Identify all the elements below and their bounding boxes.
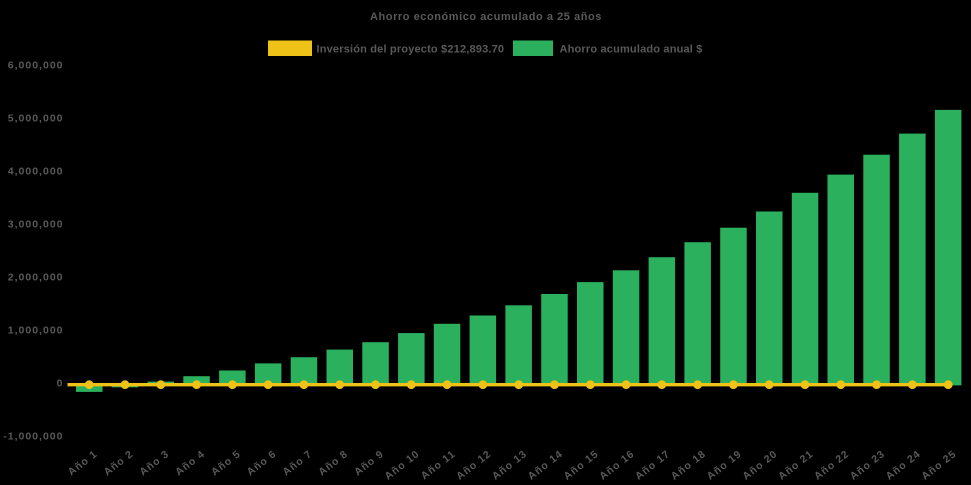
svg-text:4,000,000: 4,000,000 xyxy=(8,166,64,178)
svg-text:1,000,000: 1,000,000 xyxy=(8,325,64,337)
svg-text:-1,000,000: -1,000,000 xyxy=(3,431,63,443)
svg-text:5,000,000: 5,000,000 xyxy=(8,113,64,125)
svg-text:Ahorro acumulado anual $: Ahorro acumulado anual $ xyxy=(560,44,703,56)
svg-text:6,000,000: 6,000,000 xyxy=(8,60,64,72)
svg-text:2,000,000: 2,000,000 xyxy=(8,272,64,284)
svg-text:3,000,000: 3,000,000 xyxy=(8,219,64,231)
svg-text:Inversión del proyecto $212,89: Inversión del proyecto $212,893.70 xyxy=(317,44,505,56)
svg-text:Ahorro económico acumulado a 2: Ahorro económico acumulado a 25 años xyxy=(370,11,602,23)
svg-text:0: 0 xyxy=(57,378,64,390)
